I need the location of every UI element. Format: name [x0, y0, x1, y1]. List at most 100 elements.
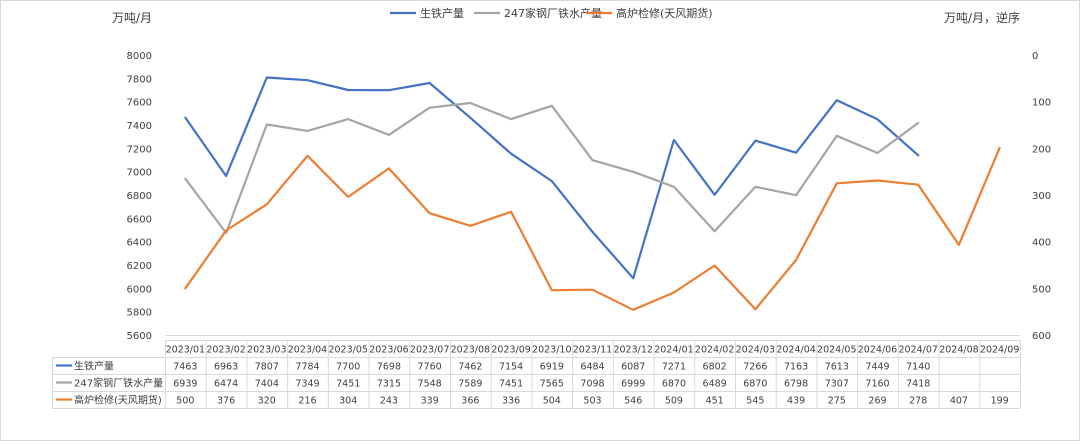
x-tick-label: 2023/01 [166, 345, 205, 356]
table-cell-value: 6484 [580, 362, 604, 373]
legend-label: 247家钢厂铁水产量 [504, 6, 602, 20]
y-left-tick-label: 6800 [127, 191, 152, 202]
table-cell-value: 6802 [703, 362, 727, 373]
table-cell-value: 7266 [743, 362, 767, 373]
table-cell-value: 7349 [295, 379, 319, 390]
y-left-tick-label: 8000 [127, 51, 152, 62]
y-right-tick-label: 500 [1032, 284, 1051, 295]
table-cell-value: 7589 [458, 379, 482, 390]
legend: 生铁产量 247家钢厂铁水产量 高炉检修(天风期货) [390, 6, 713, 20]
x-tick-label: 2024/01 [654, 345, 693, 356]
y-left-tick-label: 6000 [127, 284, 152, 295]
series-line-2 [184, 101, 920, 235]
table-cell-value: 7163 [784, 362, 808, 373]
y-left-tick-label: 5800 [127, 308, 152, 319]
table-cell-value: 6489 [703, 379, 727, 390]
table-cell-value: 199 [991, 396, 1009, 407]
table-cell-value: 304 [339, 396, 357, 407]
table-row-header: 247家钢厂铁水产量 [74, 377, 163, 390]
x-tick-label: 2023/06 [369, 345, 408, 356]
table-cell-value: 500 [176, 396, 194, 407]
table-cell-value: 366 [461, 396, 479, 407]
table-cell-value: 407 [950, 396, 968, 407]
table-cell-value: 7784 [295, 362, 319, 373]
y-left-tick-label: 7200 [127, 144, 152, 155]
table-cell-value: 7698 [377, 362, 401, 373]
x-tick-label: 2024/03 [736, 345, 775, 356]
table-cell-value: 6939 [173, 379, 197, 390]
y-left-tick-label: 6600 [127, 214, 152, 225]
x-tick-label: 2024/06 [858, 345, 897, 356]
table-cell-value: 7451 [336, 379, 360, 390]
table-cell-value: 7315 [377, 379, 401, 390]
x-tick-label: 2024/04 [776, 345, 815, 356]
table-cell-value: 7807 [255, 362, 279, 373]
table-cell-value: 7418 [906, 379, 930, 390]
table-row-header: 高炉检修(天风期货) [74, 394, 162, 407]
table-cell-value: 6999 [621, 379, 645, 390]
y-left-tick-label: 7600 [127, 98, 152, 109]
table-cell-value: 6798 [784, 379, 808, 390]
table-cell-value: 451 [706, 396, 724, 407]
x-tick-label: 2023/09 [491, 345, 530, 356]
x-tick-label: 2024/08 [939, 345, 978, 356]
table-cell-value: 7154 [499, 362, 523, 373]
table-cell-value: 6474 [214, 379, 238, 390]
y-right-tick-label: 0 [1032, 51, 1038, 62]
plot-area: 5600580060006200640066006800700072007400… [127, 51, 1052, 342]
x-tick-label: 2023/12 [613, 345, 652, 356]
y-right-tick-label: 300 [1032, 191, 1051, 202]
y-left-tick-label: 7400 [127, 121, 152, 132]
y-right-tick-label: 200 [1032, 144, 1051, 155]
table-cell-value: 7462 [458, 362, 482, 373]
table-cell-value: 7760 [418, 362, 442, 373]
table-cell-value: 504 [543, 396, 561, 407]
x-tick-label: 2023/03 [247, 345, 286, 356]
table-cell-value: 269 [868, 396, 886, 407]
table-cell-value: 339 [421, 396, 439, 407]
table-cell-value: 7449 [865, 362, 889, 373]
table-cell-value: 216 [298, 396, 316, 407]
table-cell-value: 275 [828, 396, 846, 407]
table-cell-value: 6919 [540, 362, 564, 373]
table-row-header: 生铁产量 [74, 360, 114, 373]
x-tick-label: 2023/07 [410, 345, 449, 356]
x-tick-label: 2023/10 [532, 345, 571, 356]
table-cell-value: 7404 [255, 379, 279, 390]
x-tick-label: 2024/07 [898, 345, 937, 356]
table-cell-value: 7565 [540, 379, 564, 390]
table-cell-value: 7463 [173, 362, 197, 373]
table-cell-value: 6087 [621, 362, 645, 373]
legend-label: 生铁产量 [420, 6, 464, 20]
table-cell-value: 7548 [418, 379, 442, 390]
table-cell-value: 7451 [499, 379, 523, 390]
table-cell-value: 376 [217, 396, 235, 407]
table-cell-value: 439 [787, 396, 805, 407]
table-cell-value: 7140 [906, 362, 930, 373]
table-cell-value: 6870 [662, 379, 686, 390]
y-right-tick-label: 600 [1032, 331, 1051, 342]
table-cell-value: 7160 [865, 379, 889, 390]
series-line-1 [184, 76, 920, 280]
legend-label: 高炉检修(天风期货) [616, 6, 713, 20]
x-tick-label: 2023/04 [288, 345, 327, 356]
y-left-tick-label: 6200 [127, 261, 152, 272]
y-right-tick-label: 100 [1032, 98, 1051, 109]
y-right-axis-label: 万吨/月，逆序 [944, 10, 1020, 25]
data-table: 2023/01 2023/02 2023/03 2023/04 2023/05 2023/… [52, 340, 1021, 409]
series-line-3 [184, 146, 1001, 311]
x-tick-label: 2023/08 [451, 345, 490, 356]
table-cell-value: 7307 [825, 379, 849, 390]
table-cell-value: 7098 [580, 379, 604, 390]
y-right-tick-label: 400 [1032, 238, 1051, 249]
table-cell-value: 546 [624, 396, 642, 407]
table-cell-value: 545 [746, 396, 764, 407]
y-left-tick-label: 5600 [127, 331, 152, 342]
x-tick-label: 2024/05 [817, 345, 856, 356]
x-tick-label: 2023/02 [206, 345, 245, 356]
y-left-tick-label: 7800 [127, 74, 152, 85]
table-cell-value: 7271 [662, 362, 686, 373]
y-left-axis-label: 万吨/月 [112, 11, 152, 25]
